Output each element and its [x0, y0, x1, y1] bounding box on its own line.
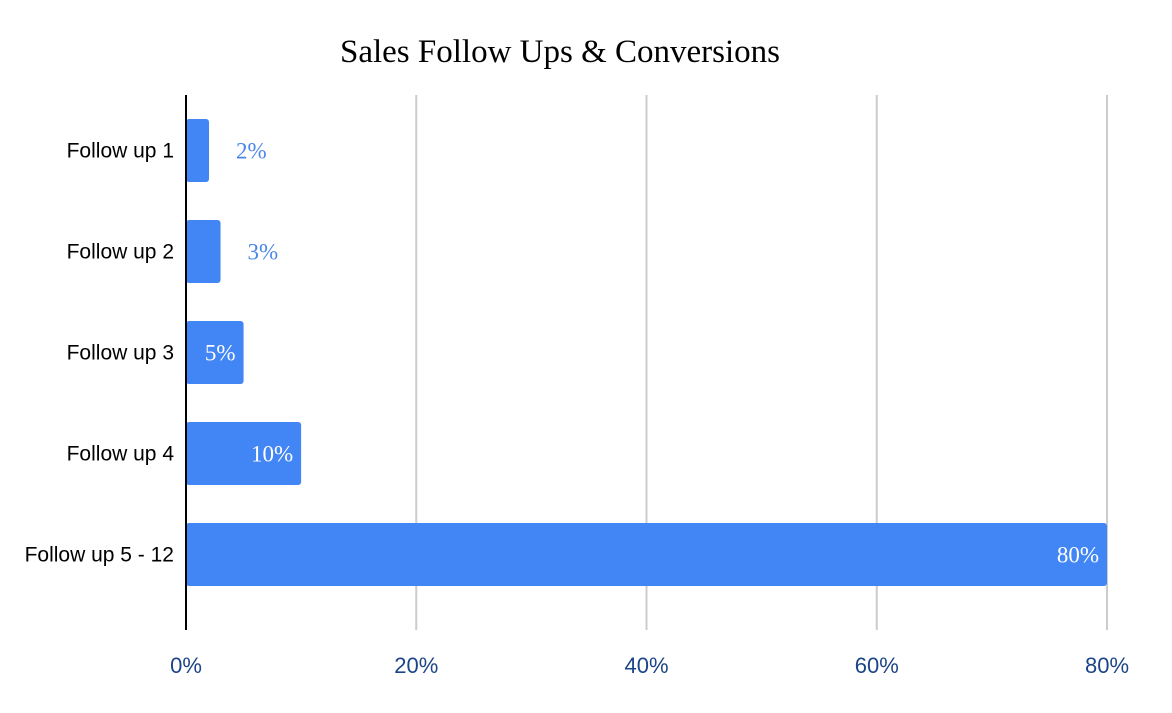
data-label: 80% — [1057, 543, 1099, 568]
bar — [186, 523, 1107, 586]
bar — [186, 220, 221, 283]
category-label: Follow up 4 — [67, 443, 175, 466]
data-label: 2% — [236, 139, 267, 164]
bar — [186, 119, 210, 182]
chart-title: Sales Follow Ups & Conversions — [340, 34, 780, 70]
x-tick-label: 40% — [624, 653, 668, 678]
data-label: 5% — [205, 341, 236, 366]
data-label: 3% — [248, 240, 279, 265]
bar — [186, 422, 302, 485]
data-label: 10% — [251, 442, 293, 467]
bar — [186, 321, 244, 384]
category-label: Follow up 3 — [67, 342, 174, 365]
x-tick-label: 80% — [1085, 653, 1129, 678]
data-labels: 2% 3% 5% 10% 80% — [205, 139, 1099, 568]
category-label: Follow up 2 — [67, 241, 174, 264]
category-label: Follow up 5 - 12 — [25, 544, 174, 567]
x-tick-label: 60% — [855, 653, 899, 678]
x-tick-label: 20% — [394, 653, 438, 678]
x-tick-labels: 0% 20% 40% 60% 80% — [170, 653, 1129, 678]
x-tick-label: 0% — [170, 653, 202, 678]
bars — [186, 119, 1107, 586]
category-label: Follow up 1 — [67, 140, 174, 163]
category-labels: Follow up 1 Follow up 2 Follow up 3 Follow … — [25, 140, 175, 567]
